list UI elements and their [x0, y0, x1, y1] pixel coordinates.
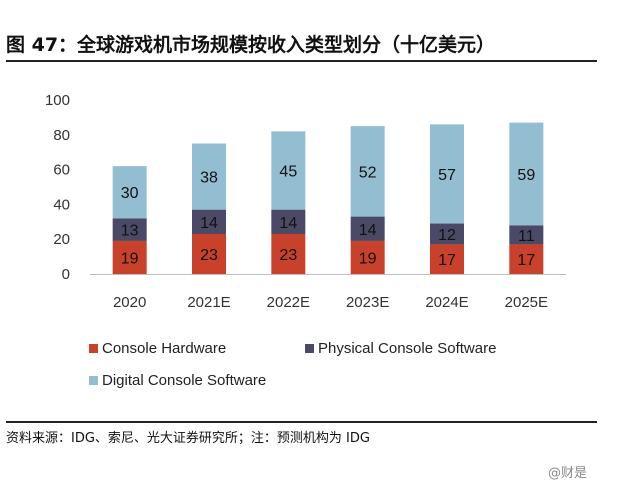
bar-segment [350, 126, 385, 217]
data-label: 57 [438, 167, 456, 184]
legend-label: Physical Console Software [318, 340, 496, 357]
bar-segment [271, 233, 306, 274]
bar-segment [192, 233, 226, 274]
legend-label: Console Hardware [102, 340, 226, 357]
bar-segment [509, 225, 544, 245]
data-label: 19 [359, 250, 377, 267]
legend-swatch [89, 376, 98, 385]
y-tick-label: 60 [53, 162, 70, 179]
bar-segment [271, 131, 306, 210]
data-label: 52 [359, 164, 377, 181]
x-tick-label: 2020 [113, 294, 146, 311]
bar-segment [430, 124, 464, 224]
legend-label: Digital Console Software [102, 372, 266, 389]
y-tick-label: 80 [53, 127, 70, 144]
bar-segment [112, 218, 147, 241]
data-label: 45 [279, 163, 297, 180]
data-label: 30 [121, 185, 139, 202]
y-tick-label: 20 [53, 231, 70, 248]
chart-title: 图 47：全球游戏机市场规模按收入类型划分（十亿美元） [6, 34, 496, 56]
data-label: 12 [438, 227, 456, 244]
bar-segment [192, 209, 226, 234]
footer-rule [6, 421, 597, 423]
title-rule [6, 60, 597, 62]
data-label: 14 [279, 215, 297, 232]
y-tick-label: 40 [53, 196, 70, 213]
bar-segment [350, 240, 385, 274]
bar-segment [430, 223, 464, 245]
data-label: 14 [200, 215, 218, 232]
bar-segment [430, 244, 464, 274]
bar-segment [192, 143, 226, 210]
data-label: 17 [438, 252, 456, 269]
bar-segment [509, 122, 544, 226]
bar-segment [112, 166, 147, 219]
data-label: 23 [279, 247, 297, 264]
x-tick-label: 2023E [346, 294, 389, 311]
data-label: 38 [200, 170, 218, 187]
x-tick-label: 2022E [267, 294, 310, 311]
y-tick-label: 0 [62, 266, 70, 283]
data-label: 13 [121, 223, 139, 240]
data-label: 19 [121, 250, 139, 267]
data-label: 11 [518, 228, 535, 245]
stacked-bar-chart: 0 20 40 60 80 100 19 13 30 2020 23 14 38 2021E 23 14 45 2… [45, 92, 566, 389]
data-label: 23 [200, 247, 218, 264]
bar-segment [350, 216, 385, 241]
source-note: 资料来源：IDG、索尼、光大证券研究所；注：预测机构为 IDG [6, 431, 370, 446]
legend-swatch [89, 344, 98, 353]
data-label: 59 [517, 167, 535, 184]
data-label: 17 [517, 252, 535, 269]
data-label: 14 [359, 222, 377, 239]
x-tick-label: 2025E [505, 294, 548, 311]
y-tick-label: 100 [45, 92, 70, 109]
bar-segment [271, 209, 306, 234]
x-tick-label: 2024E [425, 294, 468, 311]
x-tick-label: 2021E [187, 294, 230, 311]
legend-swatch [305, 344, 314, 353]
watermark: @财是 [548, 466, 588, 481]
bar-segment [509, 244, 544, 274]
bar-segment [112, 240, 147, 274]
